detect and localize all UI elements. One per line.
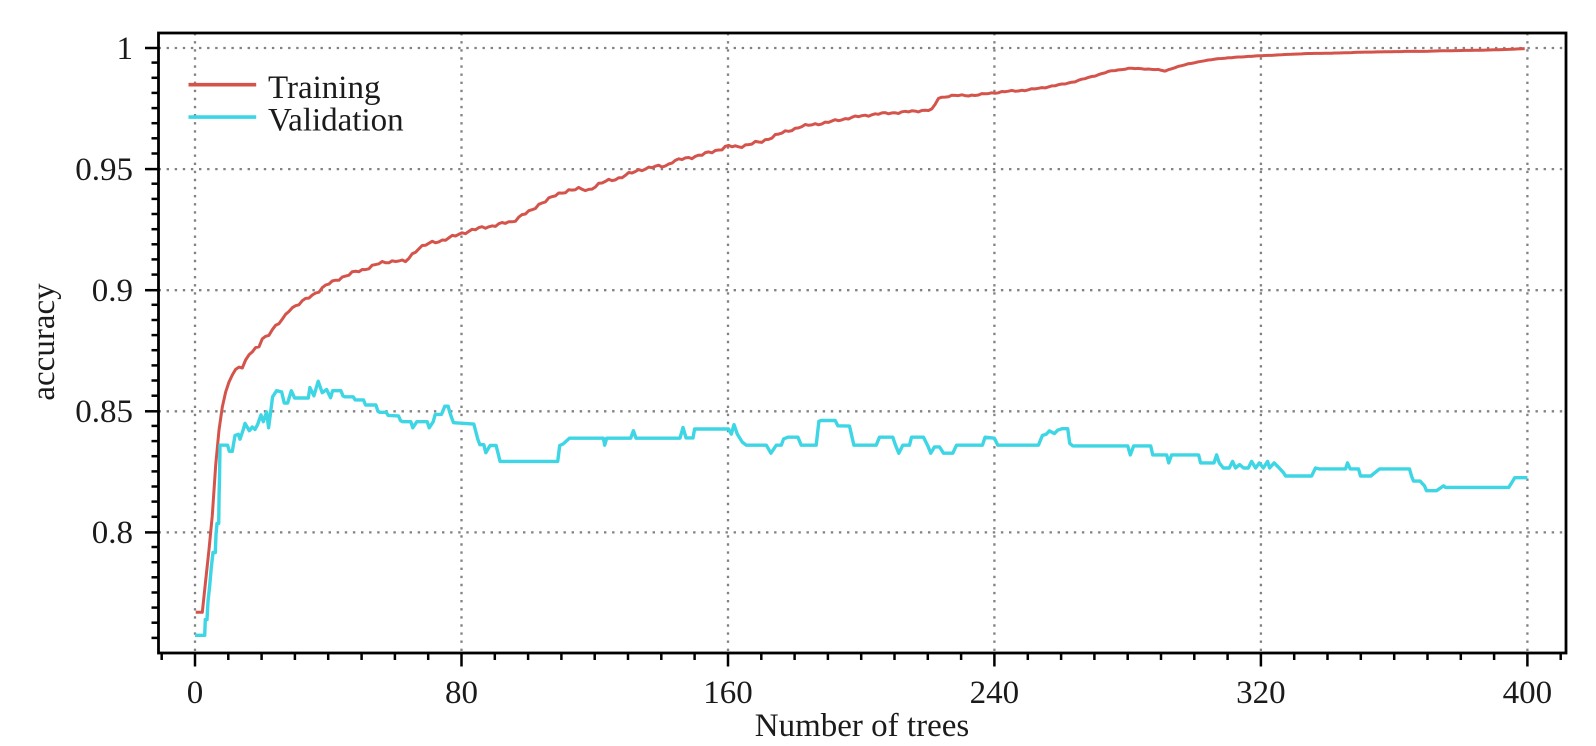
svg-text:1: 1 [117, 31, 134, 67]
svg-text:400: 400 [1503, 675, 1553, 711]
svg-text:0.9: 0.9 [92, 273, 133, 309]
svg-text:320: 320 [1236, 675, 1286, 711]
svg-text:0: 0 [187, 675, 204, 711]
svg-text:accuracy: accuracy [26, 283, 62, 401]
svg-text:0.8: 0.8 [92, 515, 133, 551]
svg-text:160: 160 [703, 675, 753, 711]
svg-text:0.95: 0.95 [75, 152, 133, 188]
svg-text:240: 240 [970, 675, 1020, 711]
svg-text:80: 80 [445, 675, 478, 711]
svg-text:Number of trees: Number of trees [755, 708, 969, 744]
svg-text:Validation: Validation [268, 103, 404, 139]
svg-text:0.85: 0.85 [75, 394, 133, 430]
svg-text:Training: Training [268, 70, 380, 106]
